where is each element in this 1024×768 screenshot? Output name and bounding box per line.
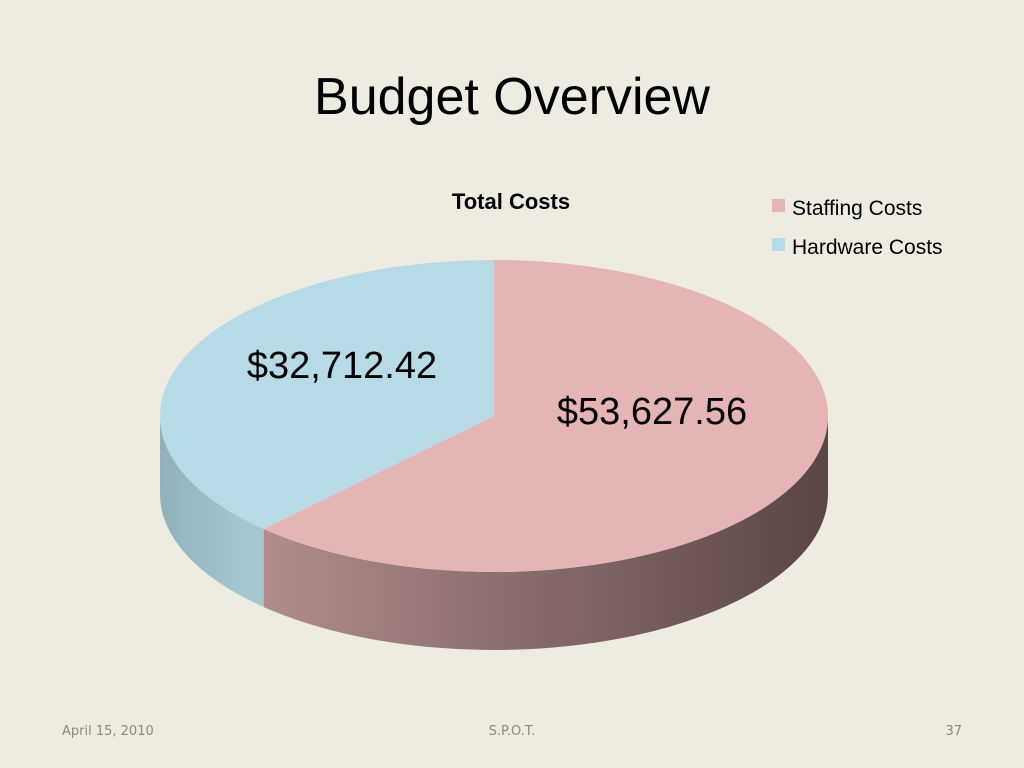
page-number: 37 [945, 724, 962, 739]
legend-label: Hardware Costs [792, 236, 943, 259]
legend-label: Staffing Costs [792, 197, 922, 220]
footer-center-text: S.P.O.T. [488, 724, 536, 739]
pie-side-staffing [263, 416, 828, 650]
legend-swatch [772, 238, 785, 251]
chart-title: Total Costs [452, 189, 570, 214]
legend: Staffing Costs Hardware Costs [772, 197, 943, 259]
data-label-hardware: $32,712.42 [247, 345, 437, 387]
pie-slice-staffing [263, 260, 829, 572]
data-label-staffing: $53,627.56 [557, 391, 747, 433]
legend-swatch [772, 199, 785, 212]
pie-slice-hardware [160, 260, 494, 529]
pie-side-hardware [160, 416, 264, 607]
footer-date: April 15, 2010 [62, 724, 154, 739]
slide-title: Budget Overview [314, 68, 710, 126]
